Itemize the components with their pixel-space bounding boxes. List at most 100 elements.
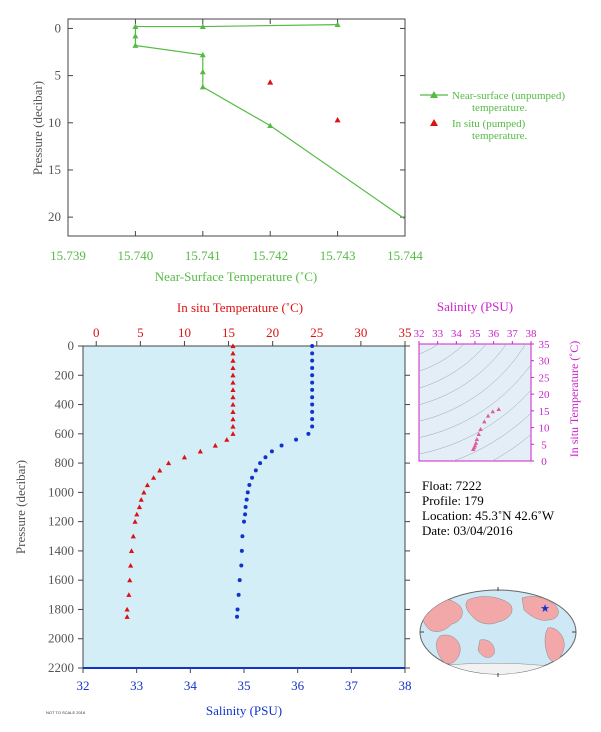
float-position-star-icon: ★ xyxy=(540,603,550,615)
temperature-point xyxy=(124,606,130,612)
world-map: ★ xyxy=(419,587,577,677)
ts-ticks: 32 33 34 35 36 37 38 0 5 10 15 20 25 30 35 xyxy=(414,328,551,468)
temperature-tick-label: 30 xyxy=(354,325,367,340)
ts-x-label: Salinity (PSU) xyxy=(437,299,513,314)
footer-tag: NOT TO SCALE 2016 xyxy=(46,710,86,715)
temperature-point xyxy=(130,533,136,539)
pumped-point xyxy=(267,79,274,85)
salinity-point xyxy=(235,607,240,612)
pressure-tick-label: 1000 xyxy=(48,484,74,499)
ts-y-tick-label: 20 xyxy=(539,389,551,401)
temperature-point xyxy=(128,548,135,553)
temperature-point xyxy=(144,482,150,488)
profile-date: Date: 03/04/2016 xyxy=(422,523,513,538)
salinity-point xyxy=(250,475,255,480)
salinity-point xyxy=(243,505,248,509)
salinity-point xyxy=(279,443,284,448)
salinity-point xyxy=(253,468,258,473)
salinity-tick-label: 35 xyxy=(238,678,251,693)
pressure-tick-label: 2200 xyxy=(48,660,74,675)
salinity-point xyxy=(310,402,315,407)
salinity-point xyxy=(310,351,315,356)
temperature-point xyxy=(230,372,236,378)
temperature-point xyxy=(224,437,230,442)
float-info: Float: 7222 Profile: 179 Location: 45.3˚… xyxy=(422,478,554,538)
temperature-point xyxy=(230,394,236,400)
temperature-point xyxy=(230,365,236,371)
unpumped-point xyxy=(199,68,206,75)
ts-y-tick-label: 25 xyxy=(539,372,551,384)
profile-y-label: Pressure (decibar) xyxy=(13,460,28,554)
pressure-tick-label: 1600 xyxy=(48,572,74,587)
salinity-tick-label: 38 xyxy=(399,678,412,693)
near-surface-x-tick-label: 15.742 xyxy=(252,248,288,263)
unpumped-point xyxy=(199,83,206,90)
temperature-tick-label: 35 xyxy=(399,325,412,340)
temperature-point xyxy=(230,401,236,407)
temperature-point xyxy=(230,343,236,349)
temperature-point xyxy=(230,358,236,363)
near-surface-y-tick-label: 15 xyxy=(48,162,61,177)
temperature-point xyxy=(141,489,147,495)
legend-entry-pumped-2: temperature. xyxy=(472,130,528,142)
salinity-point xyxy=(310,344,315,348)
ts-y-tick-label: 5 xyxy=(541,439,547,451)
profile-series xyxy=(124,343,315,619)
near-surface-y-tick-label: 10 xyxy=(48,115,61,130)
ts-y-tick-label: 0 xyxy=(541,456,547,468)
unpumped-point xyxy=(132,42,139,48)
pressure-tick-label: 200 xyxy=(55,367,75,382)
profile-bottom-x-label: Salinity (PSU) xyxy=(206,703,282,718)
salinity-point xyxy=(310,387,315,392)
temperature-point xyxy=(230,431,236,436)
salinity-point xyxy=(245,490,250,495)
near-surface-y-tick-label: 20 xyxy=(48,209,61,224)
salinity-tick-label: 34 xyxy=(184,678,198,693)
salinity-point xyxy=(310,424,315,429)
ts-point xyxy=(476,432,481,437)
legend-marker-pumped xyxy=(430,119,438,126)
legend-entry-unpumped: Near-surface (unpumped) xyxy=(452,90,565,102)
temperature-tick-label: 10 xyxy=(178,325,191,340)
ts-y-label: In situ Temperature (˚C) xyxy=(567,341,581,458)
temperature-point xyxy=(197,448,203,454)
ts-panel: 32 33 34 35 36 37 38 0 5 10 15 20 25 30 35 Salinity (P… xyxy=(414,299,582,468)
near-surface-x-tick-label: 15.741 xyxy=(185,248,221,263)
near-surface-x-tick-label: 15.743 xyxy=(320,248,356,263)
salinity-point xyxy=(263,455,268,460)
ts-x-tick-label: 35 xyxy=(470,328,482,340)
near-surface-y-label: Pressure (decibar) xyxy=(30,81,45,175)
salinity-point xyxy=(239,548,244,553)
salinity-point xyxy=(310,395,315,400)
ts-x-tick-label: 32 xyxy=(414,328,425,340)
unpumped-point xyxy=(132,23,139,29)
near-surface-x-tick-label: 15.740 xyxy=(118,248,154,263)
ts-point xyxy=(474,437,480,442)
temperature-point xyxy=(212,442,218,448)
ts-x-tick-label: 33 xyxy=(432,328,444,340)
pressure-tick-label: 1400 xyxy=(48,543,74,558)
salinity-point xyxy=(236,592,241,597)
ts-x-tick-label: 38 xyxy=(526,328,538,340)
unpumped-temperature-line xyxy=(134,24,406,220)
salinity-point xyxy=(310,417,315,422)
temperature-tick-label: 15 xyxy=(222,325,235,340)
temperature-point xyxy=(230,387,236,392)
ts-x-tick-label: 34 xyxy=(451,328,463,340)
legend-entry-pumped: In situ (pumped) xyxy=(452,118,526,130)
pumped-point xyxy=(334,116,341,123)
temperature-point xyxy=(136,504,143,510)
near-surface-panel: 15.739 15.740 15.741 15.742 15.743 15.744 0 5 10… xyxy=(30,18,565,284)
temperature-point xyxy=(165,460,172,466)
ts-point xyxy=(471,445,477,450)
near-surface-ticks: 15.739 15.740 15.741 15.742 15.743 15.744 0 5 10… xyxy=(48,19,423,263)
temperature-point xyxy=(127,577,133,583)
salinity-point xyxy=(244,497,249,502)
temperature-point xyxy=(128,562,134,568)
profile-panel: 0 5 10 15 20 25 30 35 32 33 34 35 36 37 38 0 200 400 600 80… xyxy=(13,300,412,718)
ts-x-tick-label: 36 xyxy=(488,328,500,340)
temperature-tick-label: 0 xyxy=(93,325,100,340)
ts-y-tick-label: 10 xyxy=(539,423,551,435)
salinity-point xyxy=(310,409,315,414)
temperature-tick-label: 5 xyxy=(137,325,144,340)
